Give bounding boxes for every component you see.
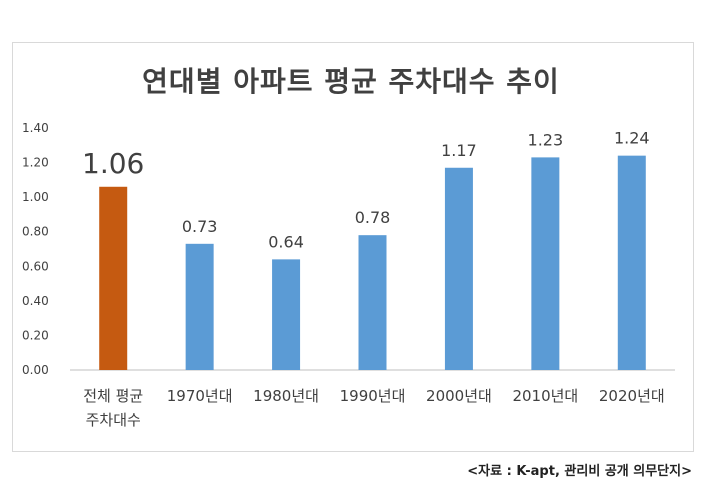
bar [531,157,560,370]
data-label: 1.17 [441,141,477,160]
x-tick-label: 2000년대 [426,387,492,405]
y-tick-label: 0.00 [22,363,49,377]
data-label: 1.23 [528,130,564,149]
y-tick-label: 0.40 [22,294,49,308]
x-tick-label: 2010년대 [512,387,578,405]
x-tick-label: 전체 평균 [83,387,143,405]
x-tick-label: 주차대수 [86,411,141,429]
data-label: 0.73 [182,217,218,236]
y-tick-label: 0.20 [22,328,49,342]
y-tick-label: 1.20 [22,156,49,170]
y-tick-label: 0.60 [22,259,49,273]
y-tick-label: 1.00 [22,190,49,204]
x-tick-label: 1980년대 [253,387,319,405]
bar [358,235,387,370]
data-label: 1.24 [614,129,650,148]
data-label: 1.06 [82,147,144,180]
bar [617,155,646,370]
data-label: 0.64 [268,232,304,251]
bar [99,186,128,370]
bar [272,259,301,370]
bar [444,167,473,370]
x-tick-label: 1990년대 [340,387,406,405]
y-tick-label: 0.80 [22,225,49,239]
x-tick-label: 2020년대 [599,387,665,405]
source-note: <자료 : K-apt, 관리비 공개 의무단지> [467,464,692,479]
x-tick-label: 1970년대 [167,387,233,405]
data-label: 0.78 [355,208,391,227]
chart-title: 연대별 아파트 평균 주차대수 추이 [142,65,560,98]
bar [185,243,214,370]
y-tick-label: 1.40 [22,121,49,135]
